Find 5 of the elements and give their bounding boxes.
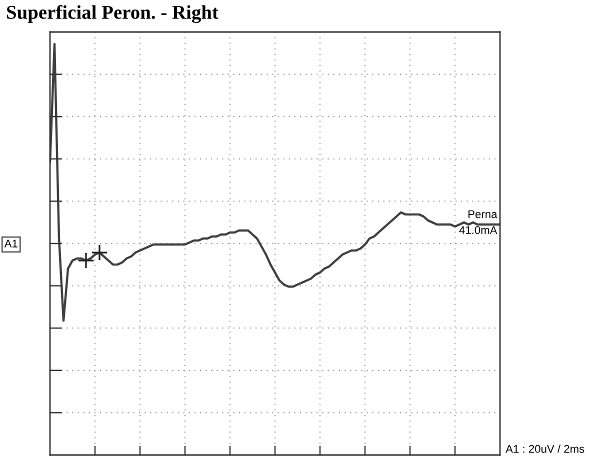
annotation: Perna [468,210,498,218]
text: A1 [4,240,18,248]
text: A1 : 20uV / 2ms [506,444,584,453]
chart-title: Superficial Peron. - Right [7,5,218,23]
annotation: 41.0mA [459,226,498,234]
